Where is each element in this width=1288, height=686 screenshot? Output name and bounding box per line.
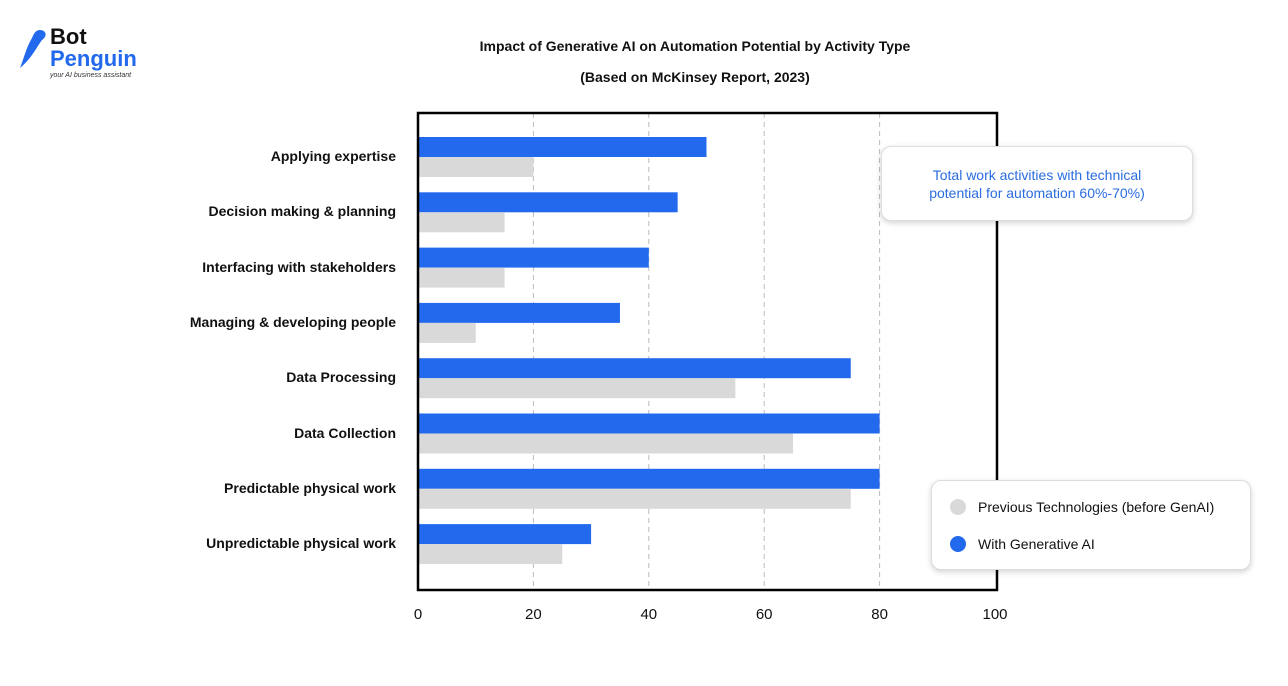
x-tick-label: 40 [640,606,658,623]
plot-frame [416,111,999,592]
category-label: Unpredictable physical work [206,535,396,552]
category-label: Data Processing [286,369,396,386]
bar-previous [418,212,505,233]
bar-previous [418,378,736,399]
category-label: Predictable physical work [224,479,396,496]
bar-previous [418,267,505,288]
bar-previous [418,157,534,177]
logo-text: Bot [50,24,87,49]
legend-swatch [950,536,966,552]
annotation-text: Total work activities with technical pot… [929,166,1145,201]
bar-genai [418,192,678,213]
legend-item-previous: Previous Technologies (before GenAI) [950,499,1214,515]
bar-genai [418,247,649,268]
chart-subtitle: (Based on McKinsey Report, 2023) [580,69,810,85]
bar-previous [418,322,476,343]
x-tick-label: 80 [871,606,888,623]
bar-previous [418,433,794,454]
legend: Previous Technologies (before GenAI) Wit… [931,480,1251,570]
bar-genai [418,524,592,545]
legend-label: Previous Technologies (before GenAI) [978,499,1215,515]
category-label: Decision making & planning [208,203,396,220]
logo-text: Penguin [50,46,137,71]
legend-label: With Generative AI [978,536,1095,552]
chart-title: Impact of Generative AI on Automation Po… [479,38,911,54]
bar-genai [418,413,880,434]
x-tick-label: 0 [413,606,423,623]
bar-genai [418,358,851,379]
category-label: Applying expertise [270,148,396,164]
penguin-icon [20,30,46,68]
x-tick-label: 20 [525,606,542,623]
annotation-box: Total work activities with technical pot… [881,146,1193,221]
legend-item-genai: With Generative AI [950,536,1095,552]
bar-genai [418,468,880,489]
logo-tagline: your AI business assistant [50,72,132,79]
bar-genai [418,137,707,157]
bar-genai [418,302,620,323]
bar-previous [418,544,563,565]
category-label: Managing & developing people [189,313,396,330]
bar-previous [418,488,851,509]
botpenguin-logo: Bot Penguin your AI business assistant [18,24,148,84]
x-tick-label: 60 [755,606,773,623]
category-label: Interfacing with stakeholders [202,258,396,275]
x-tick-label: 100 [982,606,1008,623]
legend-swatch [950,499,966,515]
category-label: Data Collection [294,424,396,441]
